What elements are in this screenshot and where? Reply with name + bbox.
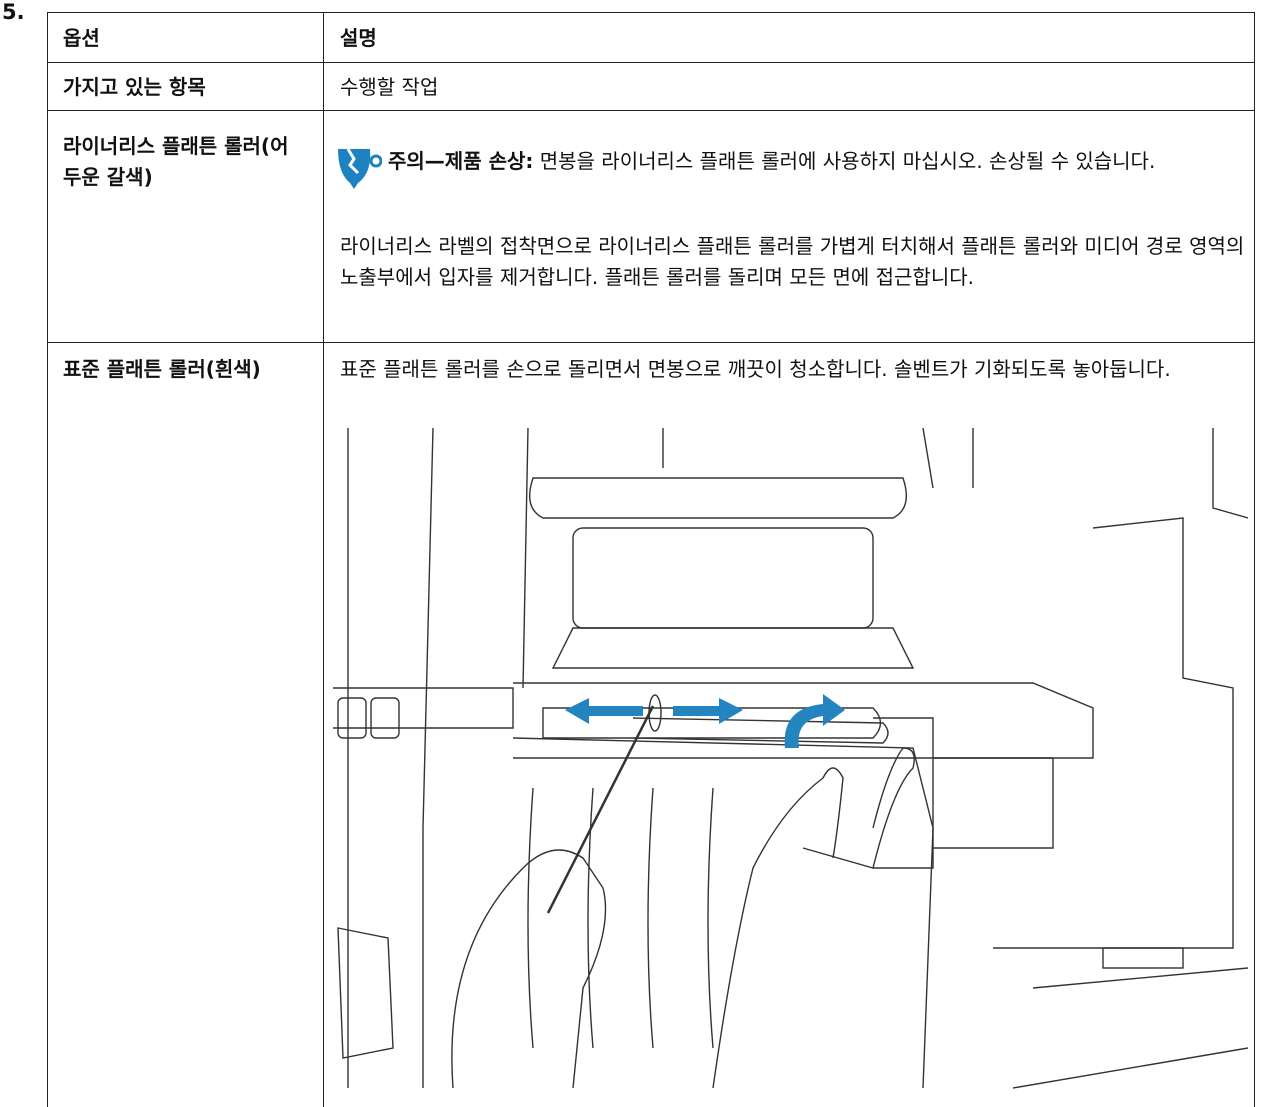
caution-text: 면봉을 라이너리스 플래튼 롤러에 사용하지 마십시오. 손상될 수 있습니다. (539, 149, 1156, 173)
header-cell: 옵션 (63, 26, 100, 50)
caution-label: 주의—제품 손상: (388, 149, 534, 173)
table-border (47, 110, 1255, 111)
caution-icon (338, 148, 382, 189)
table-border (1254, 12, 1255, 1107)
caution: 주의—제품 손상: 면봉을 라이너리스 플래튼 롤러에 사용하지 마십시오. 손… (388, 146, 1198, 176)
table-border (47, 342, 1255, 343)
item-cell: 표준 플래튼 롤러(흰색) (63, 357, 261, 381)
table-border (47, 62, 1255, 63)
illustration (333, 428, 1248, 1089)
step-number: 5. (2, 0, 25, 24)
item-cell: 라이너리스 플래튼 롤러(어두운 갈색) (63, 134, 289, 189)
action-cell: 표준 플래튼 롤러를 손으로 돌리면서 면봉으로 깨끗이 청소합니다. 솔벤트가… (340, 357, 1171, 381)
table-border (323, 12, 324, 1107)
table-border (47, 12, 48, 1107)
header-cell: 설명 (340, 26, 377, 50)
item-cell: 가지고 있는 항목 (63, 75, 206, 99)
action-cell: 수행할 작업 (340, 75, 439, 99)
table-border (47, 12, 1255, 13)
action-cell: 라이너리스 라벨의 접착면으로 라이너리스 플래튼 롤러를 가볍게 터치해서 플… (340, 234, 1245, 289)
